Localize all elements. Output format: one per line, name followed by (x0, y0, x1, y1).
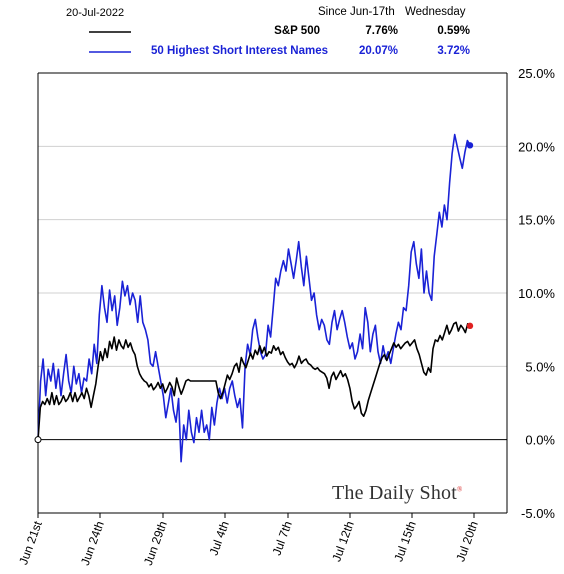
gridlines (38, 145, 507, 441)
legend-since-sp500: 7.76% (365, 25, 398, 37)
y-tick-label: 20.0% (518, 139, 555, 154)
y-tick-label: -5.0% (521, 506, 555, 521)
series-end-marker-1 (466, 322, 474, 330)
y-tick-label: 0.0% (525, 433, 555, 448)
legend-wednesday-sp500: 0.59% (437, 25, 470, 37)
y-axis-ticks: 25.0% 20.0% 15.0% 10.0% 5.0% 0.0% -5.0% (518, 66, 555, 521)
x-tick-label: Jul 12th (329, 519, 357, 563)
series-lines (37, 133, 471, 463)
y-tick-label: 10.0% (518, 286, 555, 301)
series-end-marker-0 (466, 142, 474, 149)
x-tick-label: Jun 29th (141, 519, 170, 567)
x-tick-label: Jul 15th (391, 519, 419, 563)
legend-since-short-interest: 20.07% (358, 45, 398, 57)
x-tick-label: Jul 20th (453, 519, 481, 563)
brand-mark: ® (457, 485, 463, 494)
x-tick-label: Jun 24th (78, 519, 107, 567)
column-header-wednesday: Wednesday (405, 6, 466, 18)
legend-label-sp500: S&P 500 (274, 25, 320, 37)
x-tick-label: Jul 7th (270, 519, 295, 557)
x-axis-ticks: Jun 21st Jun 24th Jun 29th Jul 4th Jul 7th Ju… (16, 513, 481, 567)
x-tick-label: Jun 21st (16, 519, 45, 567)
legend-wednesday-short-interest: 3.72% (437, 45, 470, 57)
brand-text: The Daily Shot (332, 482, 458, 504)
y-tick-label: 15.0% (518, 213, 555, 228)
series-start-marker (34, 436, 42, 444)
y-tick-label: 25.0% (518, 66, 555, 81)
series-markers (34, 142, 474, 444)
series-line-1 (37, 321, 471, 440)
legend-label-short-interest: 50 Highest Short Interest Names (150, 45, 328, 57)
brand-logo: The Daily Shot® (332, 482, 463, 505)
series-line-0 (37, 133, 471, 463)
y-tick-label: 5.0% (525, 359, 555, 374)
x-tick-label: Jul 4th (207, 519, 232, 557)
chart-date: 20-Jul-2022 (66, 7, 125, 19)
column-header-since: Since Jun-17th (318, 6, 395, 18)
